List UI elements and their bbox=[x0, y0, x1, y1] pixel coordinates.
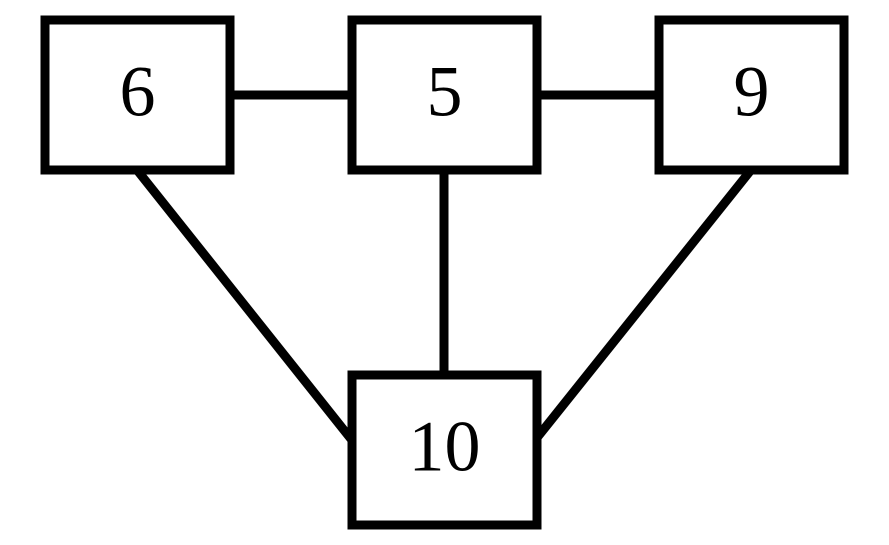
node-9: 9 bbox=[659, 20, 844, 170]
diagram-canvas: 6 5 9 10 bbox=[0, 0, 889, 545]
node-5: 5 bbox=[352, 20, 537, 170]
node-10: 10 bbox=[352, 375, 537, 525]
node-9-label: 9 bbox=[734, 52, 770, 132]
edge-n9-n10 bbox=[532, 170, 751, 444]
node-10-label: 10 bbox=[409, 407, 481, 487]
node-6-label: 6 bbox=[120, 52, 156, 132]
node-5-label: 5 bbox=[427, 52, 463, 132]
node-6: 6 bbox=[45, 20, 230, 170]
edge-n6-n10 bbox=[137, 170, 355, 444]
